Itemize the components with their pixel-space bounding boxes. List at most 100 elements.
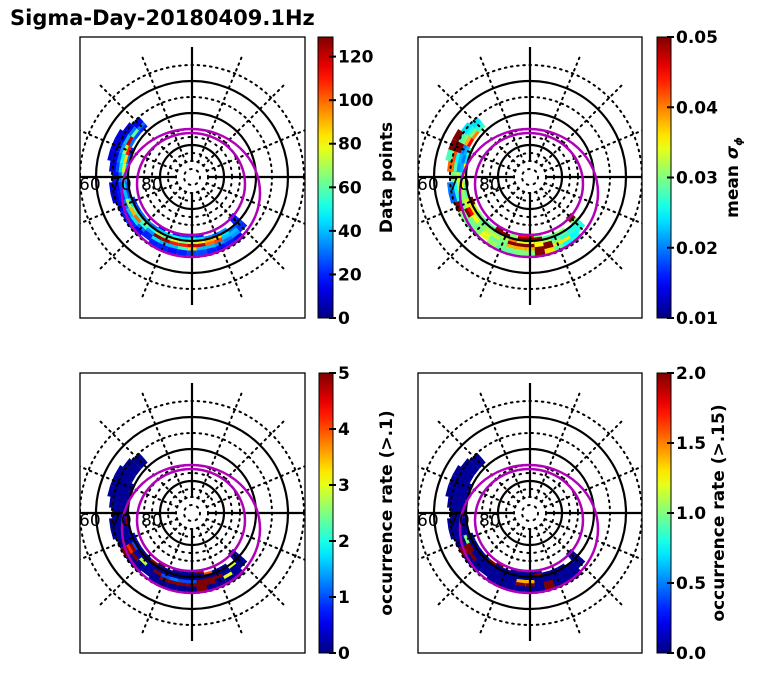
latitude-label: 80 — [479, 511, 501, 531]
colorbar-tick-label: 0.01 — [676, 309, 718, 329]
dotted-spoke — [437, 523, 520, 606]
latitude-label: 70 — [110, 511, 132, 531]
latitude-label: 80 — [141, 175, 163, 195]
dotted-spoke — [540, 84, 623, 167]
data-bin — [553, 243, 566, 253]
plot-frame — [79, 36, 306, 319]
dotted-spoke — [99, 523, 182, 606]
poleward-boundary — [473, 467, 585, 573]
colorbar-tick-label: 40 — [338, 222, 362, 242]
colorbar-label: mean σϕ — [723, 137, 745, 218]
polar-plot-area — [418, 383, 642, 641]
dotted-ring — [521, 168, 539, 186]
data-bin — [452, 128, 464, 142]
dotted-spoke — [80, 129, 179, 172]
oval-boundaries — [458, 463, 600, 595]
colorbar-label: occurrence rate (>.1) — [377, 410, 397, 615]
latitude-label: 70 — [110, 175, 132, 195]
dotted-spoke — [141, 190, 187, 299]
colorbar-tick-label: 120 — [338, 48, 374, 68]
dotted-spoke — [437, 420, 520, 503]
colorbar-gradient — [318, 372, 334, 654]
dotted-spoke — [437, 84, 520, 167]
dotted-spoke — [197, 55, 243, 164]
oval-boundaries — [120, 127, 262, 259]
data-bin — [445, 149, 455, 162]
dotted-spoke — [535, 526, 581, 635]
data-bin — [485, 574, 498, 585]
data-bin — [236, 557, 248, 569]
oval-boundaries — [458, 127, 600, 259]
colorbar-label: Data points — [377, 122, 397, 233]
dotted-spoke — [141, 391, 187, 500]
data-bin — [446, 518, 455, 530]
latitude-label: 80 — [479, 175, 501, 195]
panel-3: 60 70 80 0 1 2 3 4 5 occurrence rate (>.1) — [79, 364, 397, 664]
panel-2: 60 70 80 0.01 0.02 0.03 0.04 0.05 mean σϕ — [417, 28, 745, 329]
data-bin — [110, 138, 121, 152]
dotted-spoke — [99, 84, 182, 167]
colorbar-tick-label: 0 — [338, 644, 350, 664]
colorbar-tick-label: 1.5 — [676, 434, 706, 454]
colorbar-tick-label: 2 — [338, 532, 350, 552]
colorbar: 0.01 0.02 0.03 0.04 0.05 mean σϕ — [656, 28, 745, 329]
equatorward-boundary — [458, 463, 600, 595]
dotted-spoke — [418, 465, 517, 508]
dotted-spoke — [540, 420, 623, 503]
colorbar-label: occurrence rate (>.15) — [709, 404, 729, 621]
latitude-label: 80 — [141, 511, 163, 531]
polar-plot-area — [418, 47, 642, 305]
data-bin — [448, 138, 459, 152]
plot-frame — [417, 36, 643, 319]
dotted-spoke — [540, 187, 623, 270]
colorbar-tick-label: 2.0 — [676, 364, 706, 384]
dotted-spoke — [141, 55, 187, 164]
dotted-spoke — [479, 190, 525, 299]
equatorward-boundary — [458, 127, 600, 259]
colorbar-tick-label: 4 — [338, 420, 350, 440]
colorbar-tick-label: 0.5 — [676, 574, 706, 594]
colorbar-tick-label: 3 — [338, 476, 350, 496]
dotted-spoke — [80, 182, 179, 225]
latitude-label: 60 — [417, 511, 439, 531]
equatorward-boundary — [120, 127, 262, 259]
colorbar-tick-label: 60 — [338, 178, 362, 198]
data-bin — [141, 565, 153, 577]
data-bin — [485, 238, 498, 249]
dotted-spoke — [535, 190, 581, 299]
colorbar-tick-label: 20 — [338, 265, 362, 285]
dotted-spoke — [479, 526, 525, 635]
dotted-spoke — [202, 187, 285, 270]
dotted-ring — [183, 168, 201, 186]
dotted-spoke — [418, 129, 517, 172]
dotted-spoke — [543, 129, 642, 172]
data-bin — [469, 116, 482, 129]
polar-grid — [418, 47, 642, 305]
plot-frame — [417, 372, 643, 654]
data-bin — [479, 565, 491, 577]
dotted-spoke — [437, 187, 520, 270]
data-bin — [114, 464, 126, 478]
data-bin — [574, 557, 586, 569]
colorbar-tick-label: 80 — [338, 135, 362, 155]
data-bin — [108, 182, 117, 194]
dotted-spoke — [479, 55, 525, 164]
colorbar-gradient — [317, 36, 334, 319]
poleward-boundary — [135, 131, 247, 237]
data-bin — [141, 229, 153, 241]
dotted-spoke — [80, 465, 179, 508]
latitude-label: 60 — [79, 175, 101, 195]
data-bin — [445, 485, 455, 498]
dotted-spoke — [540, 523, 623, 606]
colorbar-tick-label: 0.02 — [676, 239, 718, 259]
data-bin — [107, 485, 117, 498]
colorbar: 0 20 40 60 80 100 120 Data points — [317, 36, 397, 329]
poleward-boundary — [135, 467, 247, 573]
poleward-boundary — [473, 131, 585, 237]
data-bin — [574, 221, 586, 233]
data-bin — [448, 474, 459, 488]
dotted-spoke — [205, 129, 305, 172]
